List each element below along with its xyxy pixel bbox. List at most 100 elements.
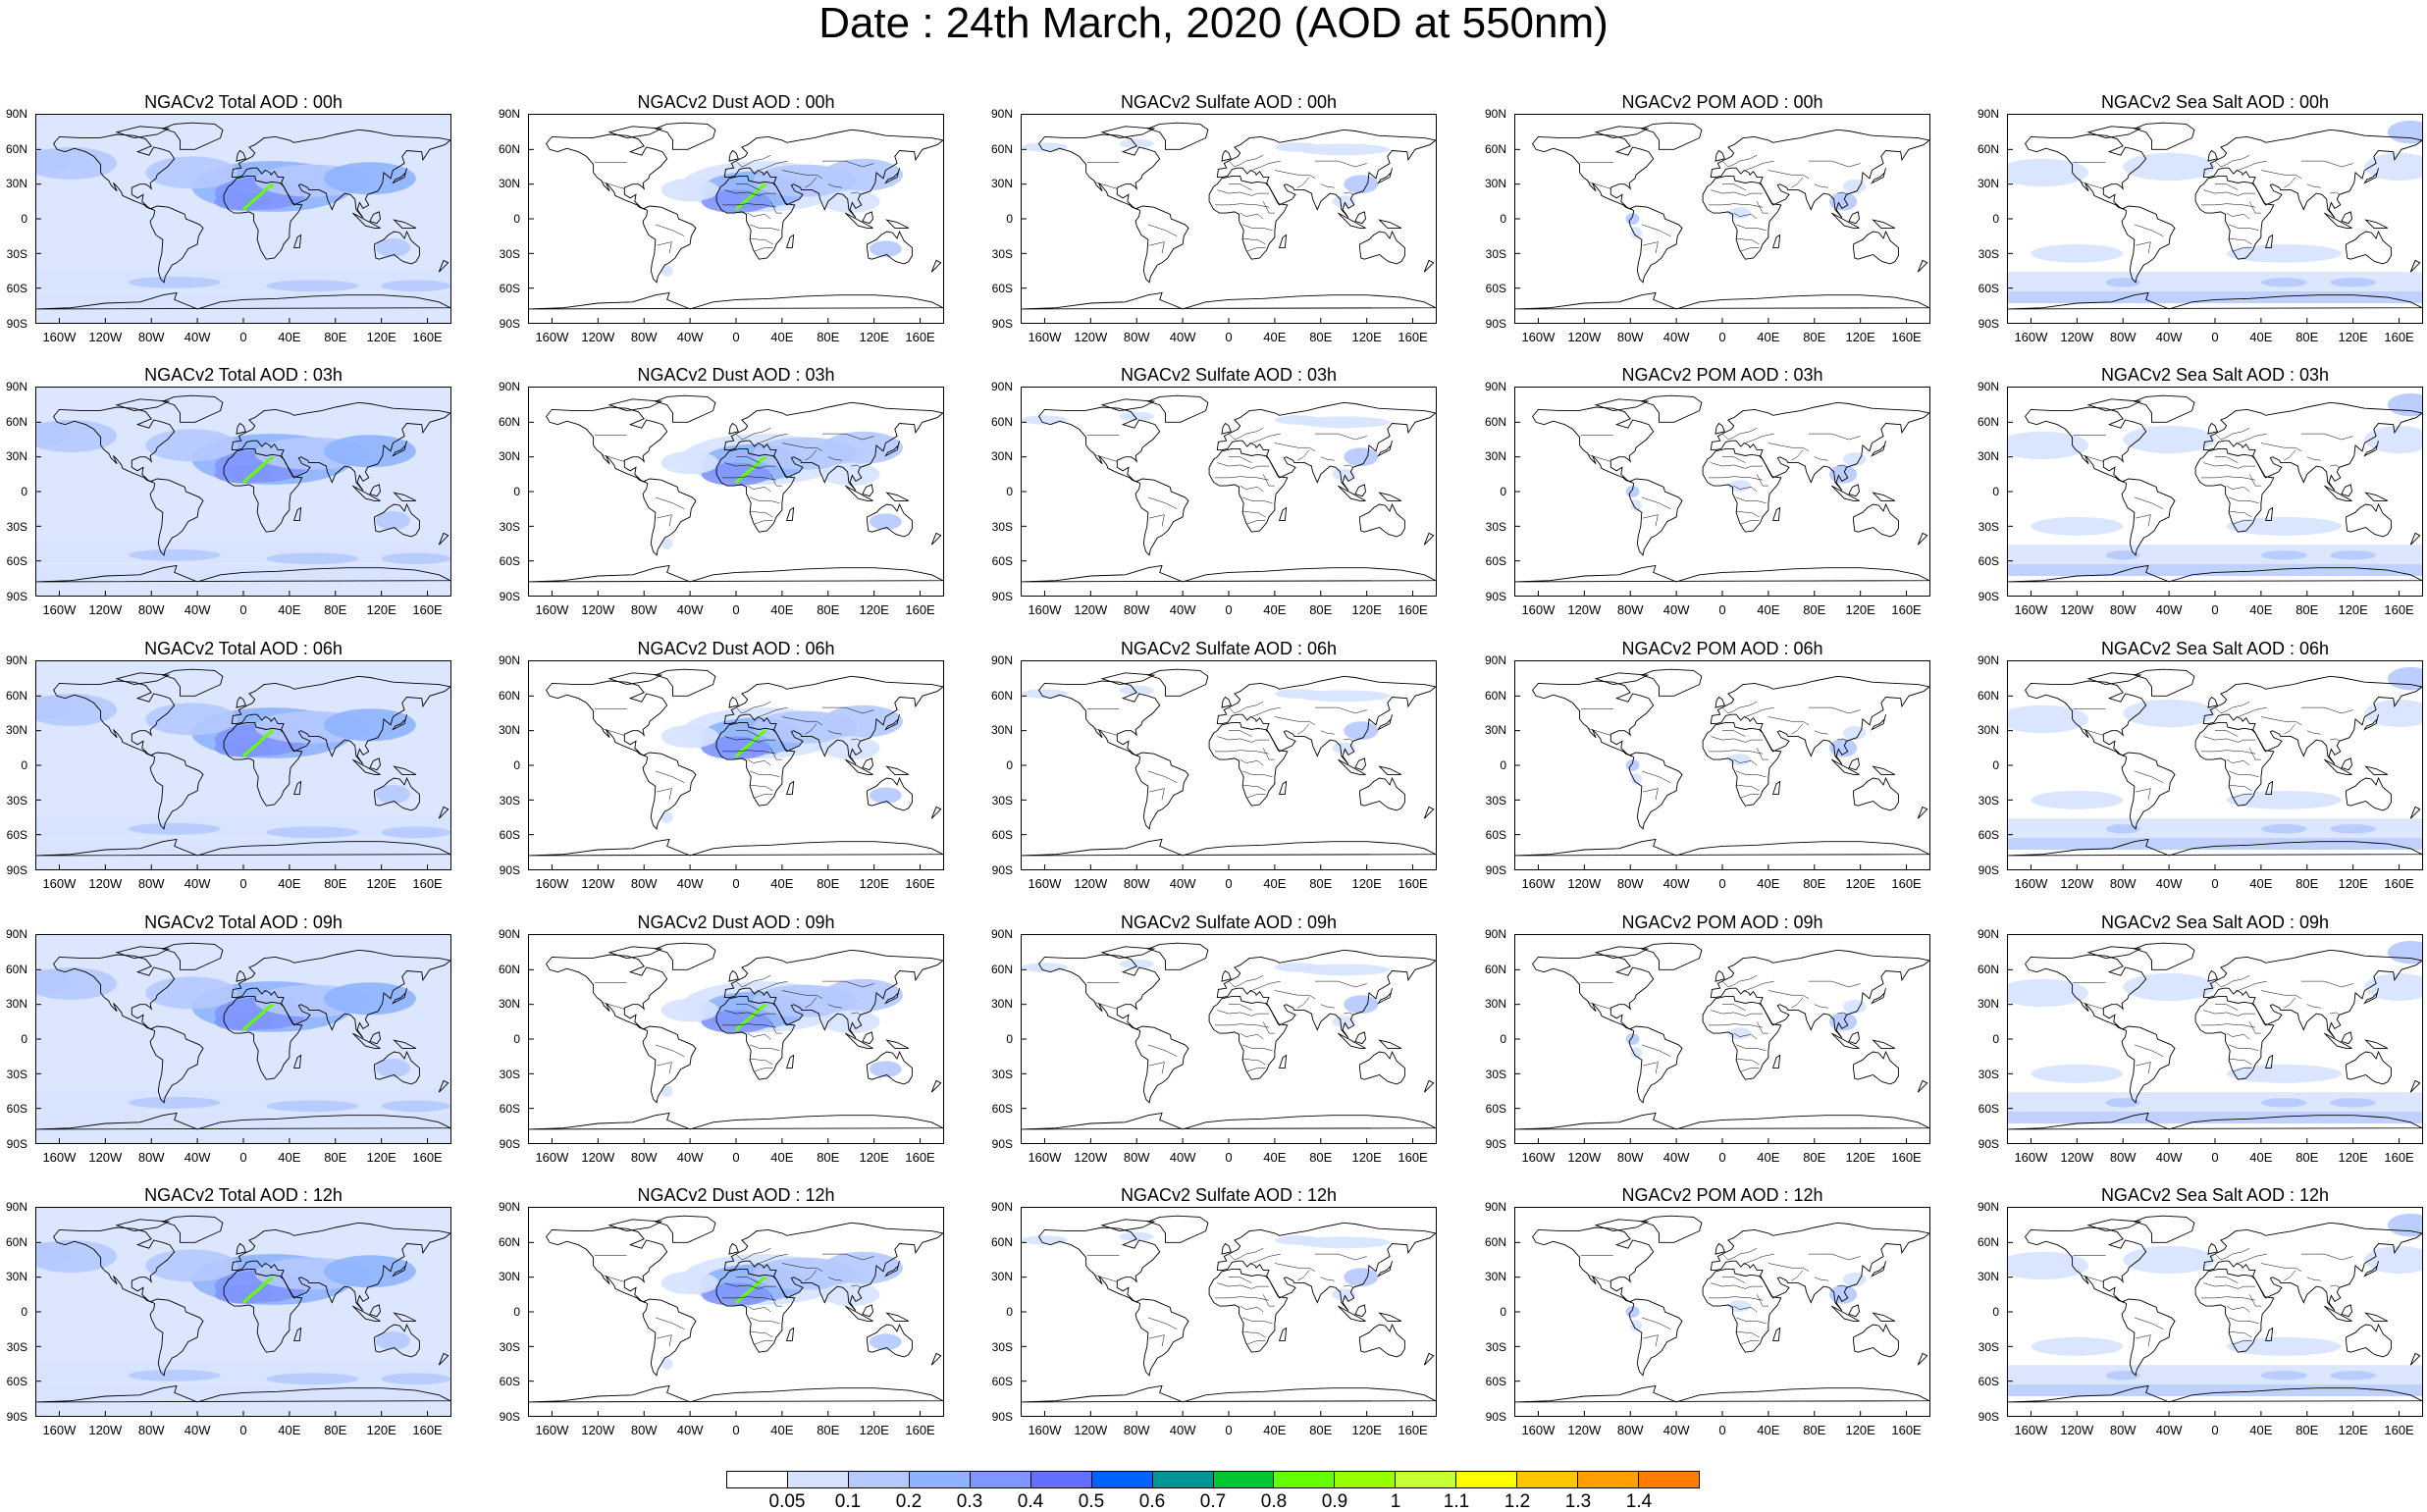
aod-map (1514, 1207, 1930, 1417)
country-border (1711, 189, 1763, 196)
lon-label: 120E (1845, 330, 1875, 344)
country-border (721, 1296, 777, 1301)
lon-label: 160W (42, 602, 77, 617)
aod-blob (660, 998, 719, 1022)
coastline (2025, 406, 2147, 484)
country-border (750, 1330, 773, 1338)
coastline (36, 1112, 450, 1130)
lon-label: 160E (905, 876, 935, 891)
coastline (1378, 1039, 1402, 1049)
lat-label: 30N (1484, 723, 1506, 738)
country-border (1721, 1247, 1758, 1261)
colorbar-swatch (787, 1472, 849, 1487)
coastline (1872, 1039, 1896, 1049)
lon-label: 40E (2249, 1423, 2273, 1437)
lon-label: 120E (859, 876, 889, 891)
lon-label: 160E (1398, 1423, 1428, 1437)
country-border (2330, 738, 2340, 742)
aod-blob (2260, 1371, 2307, 1381)
coastline (785, 506, 795, 521)
coastline (654, 668, 716, 697)
country-border (1314, 1253, 1367, 1261)
panel-title: NGACv2 Total AOD : 12h (144, 1185, 343, 1205)
lat-label: 0 (1992, 1305, 1999, 1319)
map-canvas (2008, 392, 2422, 596)
aod-blob (2226, 790, 2342, 809)
country-border (1246, 794, 1266, 799)
lon-label: 80W (1123, 602, 1150, 617)
map-canvas (2008, 940, 2422, 1143)
lat-label: 30N (1484, 449, 1506, 464)
lat-label: 30S (1485, 246, 1506, 261)
coastline (2341, 1031, 2352, 1045)
country-border (1246, 1068, 1266, 1072)
coastline (392, 1261, 407, 1277)
country-border (2215, 1277, 2239, 1283)
country-border (1740, 1068, 1760, 1072)
aod-blob (2260, 1098, 2307, 1108)
coastline (654, 394, 716, 423)
coastline (884, 988, 900, 1005)
country-border (2080, 182, 2104, 189)
aod-blob (1297, 1236, 1391, 1249)
lon-label: 120E (859, 602, 889, 617)
country-border (1736, 496, 1767, 504)
lon-label: 160E (1891, 876, 1922, 891)
coastline (884, 441, 900, 457)
map-canvas (529, 668, 943, 869)
coastline (374, 230, 420, 265)
coastline (1702, 1268, 1782, 1353)
lon-label: 120W (2060, 1150, 2094, 1165)
country-border (1837, 464, 1847, 468)
country-border (821, 706, 874, 714)
lon-label: 40E (770, 330, 794, 344)
panel-title: NGACv2 Total AOD : 03h (144, 365, 343, 385)
country-border (750, 237, 773, 245)
coastline (1515, 1384, 1929, 1403)
country-border (1791, 723, 1804, 735)
aod-blob (821, 1010, 880, 1034)
country-border (1756, 1294, 1768, 1307)
lat-label: 60N (498, 141, 520, 156)
lat-label: 60N (498, 688, 520, 703)
coastline (1515, 838, 1929, 857)
coastline (1038, 680, 1161, 757)
aod-blob (381, 1100, 450, 1113)
map-panel-pom-03h: NGACv2 POM AOD : 03h 90N 60N 30N 0 30S 60S 90S 1… (1479, 363, 1970, 636)
coastline (2363, 1261, 2379, 1277)
country-border (1587, 454, 1611, 462)
aod-blob (1344, 995, 1379, 1015)
lat-label: 30N (498, 997, 520, 1012)
aod-blob (266, 1373, 359, 1385)
aod-map (35, 387, 451, 597)
lon-label: 160E (412, 1423, 443, 1437)
map-canvas (2008, 120, 2422, 323)
aod-blob (2260, 278, 2307, 287)
lon-label: 160W (535, 1150, 569, 1165)
map-panel-dust-12h: NGACv2 Dust AOD : 12h 90N 60N 30N 0 30S 60S 90S… (493, 1183, 983, 1456)
lon-label: 0 (239, 330, 247, 344)
coastline (292, 1054, 302, 1069)
lon-label: 0 (239, 1423, 247, 1437)
coastline (223, 721, 303, 807)
coastline (1278, 1327, 1288, 1341)
lon-label: 120W (2060, 330, 2094, 344)
country-border (657, 1334, 672, 1347)
coastline (1377, 168, 1393, 184)
coastline (1378, 219, 1402, 229)
lat-label: 90N (990, 380, 1013, 393)
coastline (2025, 680, 2147, 757)
colorbar-swatch (1456, 1472, 1518, 1487)
coastline (930, 532, 942, 546)
country-border (1740, 1340, 1760, 1345)
country-border (657, 1062, 672, 1074)
coastline (546, 680, 668, 757)
lon-label: 120W (1567, 1423, 1602, 1437)
lon-label: 80W (2109, 876, 2137, 891)
panel-title: NGACv2 Dust AOD : 09h (637, 912, 835, 932)
lon-label: 40W (184, 1423, 211, 1437)
lon-label: 80E (1803, 602, 1826, 617)
country-border (1721, 701, 1758, 714)
country-border (1745, 1253, 1774, 1264)
country-border (1711, 462, 1763, 469)
